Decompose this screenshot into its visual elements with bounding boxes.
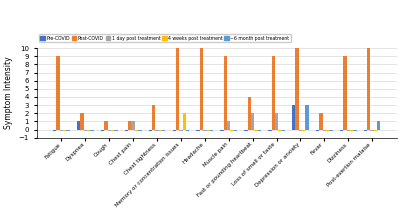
Bar xyxy=(87,130,90,131)
Bar xyxy=(135,130,138,131)
Bar xyxy=(152,105,155,130)
Bar xyxy=(179,130,182,131)
Bar xyxy=(132,121,135,130)
Bar xyxy=(107,130,111,131)
Bar xyxy=(346,130,350,131)
Bar xyxy=(319,113,323,130)
Bar xyxy=(329,130,333,131)
Bar xyxy=(278,130,282,131)
Bar xyxy=(172,130,176,131)
Bar xyxy=(60,130,63,131)
Bar xyxy=(125,130,128,131)
Y-axis label: Symptom Intensity: Symptom Intensity xyxy=(4,57,13,129)
Bar xyxy=(377,121,381,130)
Bar xyxy=(340,130,343,131)
Bar xyxy=(374,130,377,131)
Bar xyxy=(111,130,114,131)
Bar xyxy=(200,48,203,130)
Bar xyxy=(271,56,275,130)
Bar xyxy=(343,56,346,130)
Bar xyxy=(67,130,70,131)
Bar xyxy=(244,130,247,131)
Bar xyxy=(57,56,60,130)
Bar xyxy=(224,56,227,130)
Bar xyxy=(104,121,107,130)
Bar xyxy=(182,113,186,130)
Bar xyxy=(53,130,57,131)
Bar xyxy=(306,105,309,130)
Bar xyxy=(299,130,302,131)
Bar xyxy=(268,130,271,131)
Bar xyxy=(247,97,251,130)
Bar xyxy=(292,105,296,130)
Bar xyxy=(367,48,371,130)
Bar xyxy=(302,130,306,131)
Bar xyxy=(326,130,329,131)
Bar xyxy=(254,130,258,131)
Bar xyxy=(231,130,234,131)
Bar xyxy=(114,130,117,131)
Bar xyxy=(80,113,84,130)
Bar xyxy=(275,113,278,130)
Bar xyxy=(101,130,104,131)
Bar xyxy=(162,130,165,131)
Bar xyxy=(207,130,210,131)
Bar xyxy=(210,130,213,131)
Bar xyxy=(323,130,326,131)
Bar xyxy=(350,130,353,131)
Bar xyxy=(159,130,162,131)
Bar xyxy=(353,130,356,131)
Bar xyxy=(282,130,285,131)
Bar xyxy=(186,130,189,131)
Bar xyxy=(196,130,200,131)
Bar xyxy=(176,48,179,130)
Bar xyxy=(63,130,67,131)
Bar xyxy=(128,121,132,130)
Bar xyxy=(371,130,374,131)
Legend: Pre-COVID, Post-COVID, 1 day post treatment, 4 weeks post treatment, ~6 month po: Pre-COVID, Post-COVID, 1 day post treatm… xyxy=(39,34,291,42)
Bar xyxy=(364,130,367,131)
Bar xyxy=(227,121,231,130)
Bar xyxy=(90,130,94,131)
Bar xyxy=(221,130,224,131)
Bar xyxy=(149,130,152,131)
Bar xyxy=(138,130,142,131)
Bar xyxy=(234,130,237,131)
Bar xyxy=(251,113,254,130)
Bar xyxy=(77,121,80,130)
Bar xyxy=(203,130,207,131)
Bar xyxy=(296,48,299,130)
Bar xyxy=(155,130,159,131)
Bar xyxy=(84,130,87,131)
Bar xyxy=(258,130,261,131)
Bar xyxy=(316,130,319,131)
